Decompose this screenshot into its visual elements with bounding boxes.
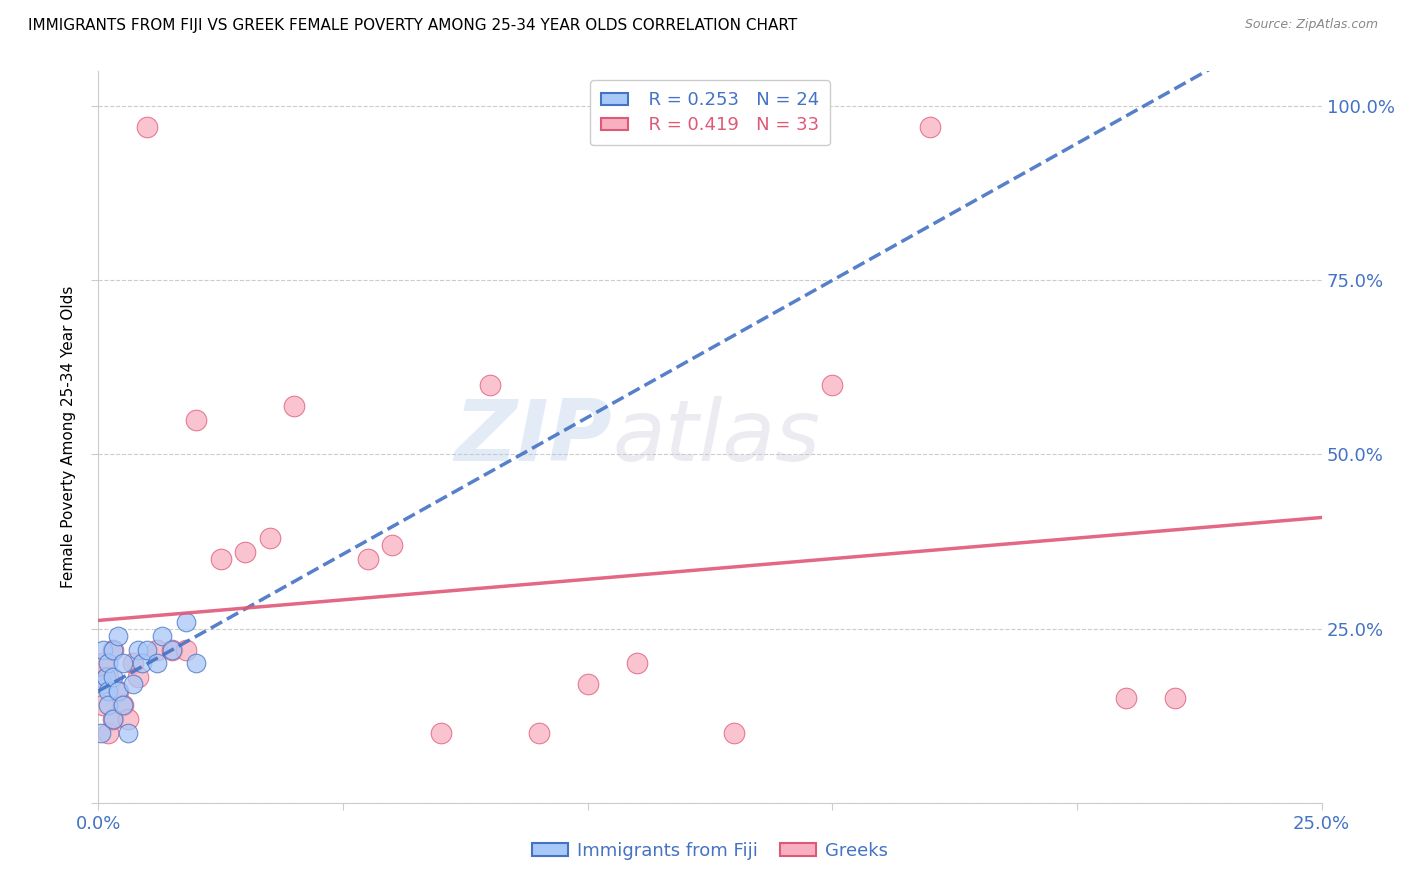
Point [146,657,169,671]
Point [186,657,208,671]
Point [117,726,139,740]
Text: Source: ZipAtlas.com: Source: ZipAtlas.com [1244,18,1378,31]
Point [259,531,281,545]
Point [101,670,124,684]
Point [626,657,648,671]
Point [101,712,124,726]
Point [381,538,404,552]
Point [97,698,120,713]
Point [821,377,844,392]
Point [356,552,378,566]
Point [111,698,134,713]
Point [146,642,169,657]
Point [101,642,124,657]
Point [107,684,129,698]
Text: ZIP: ZIP [454,395,612,479]
Point [1164,691,1187,706]
Point [527,726,550,740]
Point [176,642,198,657]
Point [107,629,129,643]
Text: IMMIGRANTS FROM FIJI VS GREEK FEMALE POVERTY AMONG 25-34 YEAR OLDS CORRELATION C: IMMIGRANTS FROM FIJI VS GREEK FEMALE POV… [28,18,797,33]
Point [121,677,143,691]
Point [127,642,149,657]
Point [160,642,183,657]
Legend: Immigrants from Fiji, Greeks: Immigrants from Fiji, Greeks [524,835,896,867]
Point [283,399,305,413]
Point [97,657,120,671]
Point [90,726,112,740]
Y-axis label: Female Poverty Among 25-34 Year Olds: Female Poverty Among 25-34 Year Olds [60,286,76,588]
Point [430,726,453,740]
Point [97,684,120,698]
Text: atlas: atlas [612,395,820,479]
Point [723,726,745,740]
Point [576,677,599,691]
Point [150,629,173,643]
Point [91,657,114,671]
Point [107,684,129,698]
Point [160,642,183,657]
Point [101,712,124,726]
Point [91,698,114,713]
Point [478,377,501,392]
Point [94,670,117,684]
Point [91,677,114,691]
Point [111,698,134,713]
Point [90,670,112,684]
Point [127,670,149,684]
Point [111,657,134,671]
Point [91,642,114,657]
Point [117,712,139,726]
Point [101,642,124,657]
Point [131,657,153,671]
Point [176,615,198,629]
Point [136,642,159,657]
Point [121,657,143,671]
Point [920,120,942,134]
Point [1115,691,1137,706]
Point [186,412,208,426]
Point [97,670,120,684]
Point [233,545,256,559]
Point [97,726,120,740]
Point [136,120,159,134]
Point [209,552,232,566]
